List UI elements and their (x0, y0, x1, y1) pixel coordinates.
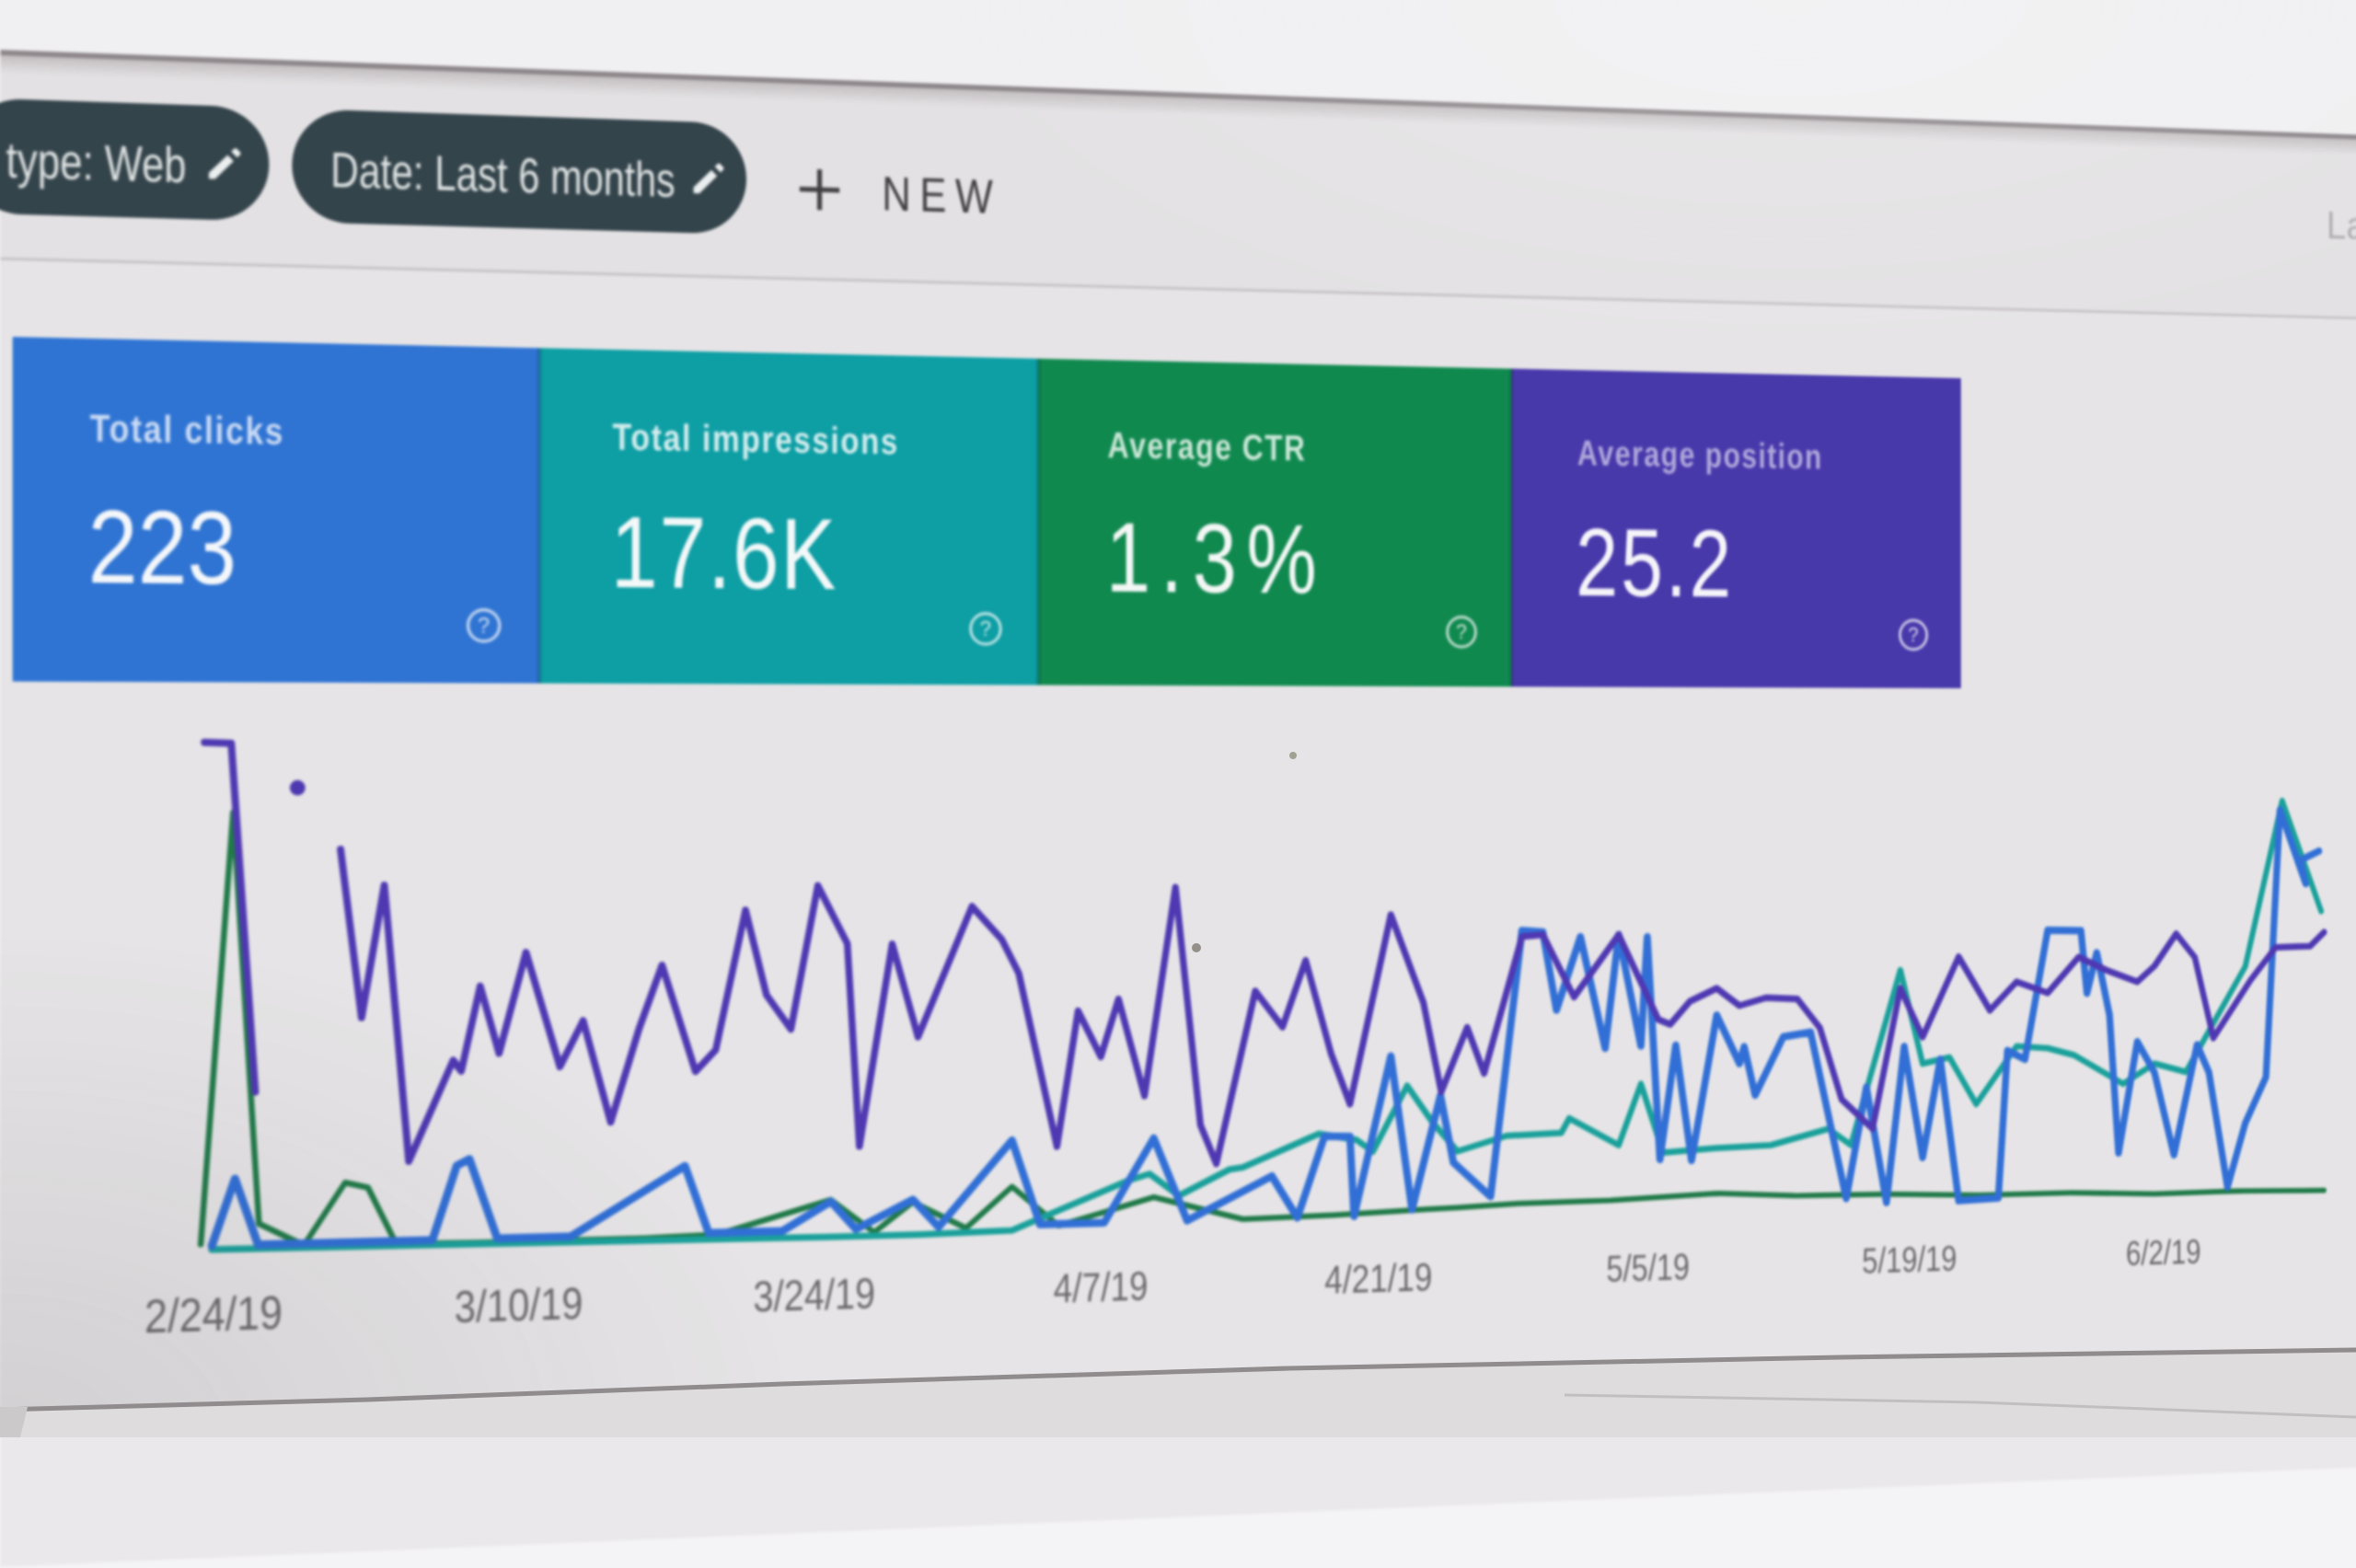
svg-text:?: ? (478, 614, 490, 638)
svg-text:?: ? (1909, 624, 1919, 646)
svg-text:?: ? (1456, 621, 1467, 644)
svg-text:?: ? (980, 617, 991, 640)
